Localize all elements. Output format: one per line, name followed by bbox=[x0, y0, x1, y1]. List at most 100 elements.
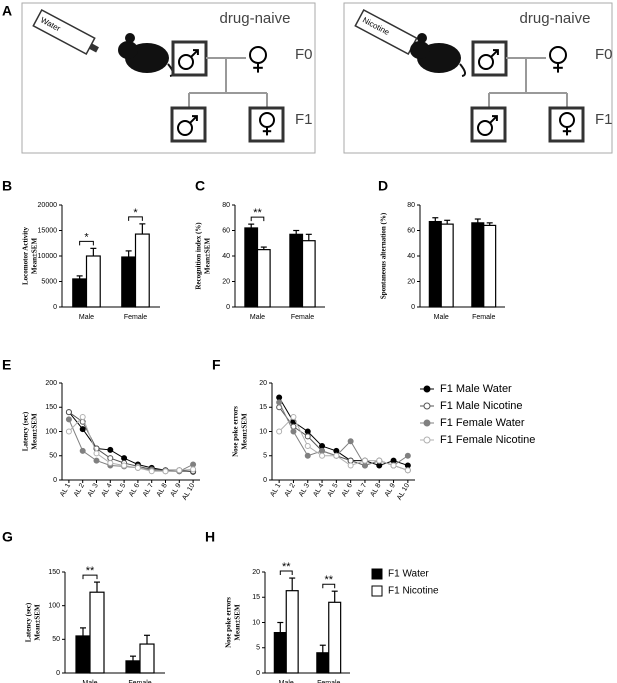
legend-marker bbox=[423, 385, 431, 393]
panel-label: D bbox=[378, 178, 388, 194]
point bbox=[290, 413, 297, 420]
male-symbol bbox=[193, 49, 199, 55]
significance-label: * bbox=[84, 231, 89, 243]
point bbox=[319, 452, 326, 459]
x-tick-label: AL 7 bbox=[355, 482, 368, 498]
y-axis-label: Mean±SEM bbox=[234, 604, 242, 641]
y-tick-label: 10 bbox=[259, 428, 267, 435]
sex-box bbox=[170, 106, 207, 143]
point bbox=[107, 446, 114, 453]
sex-box bbox=[171, 40, 208, 77]
x-tick-label: AL 2 bbox=[284, 482, 297, 498]
x-tick-label: AL 8 bbox=[156, 482, 169, 498]
x-tick-label: Male bbox=[79, 314, 94, 321]
y-tick-label: 200 bbox=[45, 380, 57, 387]
panel-label: B bbox=[2, 178, 12, 194]
sex-box bbox=[471, 40, 508, 77]
y-tick-label: 10 bbox=[252, 619, 260, 626]
y-tick-label: 100 bbox=[48, 603, 60, 610]
y-tick-label: 0 bbox=[53, 477, 57, 484]
bar bbox=[72, 278, 88, 308]
point bbox=[121, 455, 128, 462]
y-tick-label: 60 bbox=[407, 227, 415, 234]
point bbox=[93, 450, 100, 457]
significance-label: ** bbox=[86, 565, 95, 577]
female-symbol bbox=[259, 112, 275, 128]
legend-label: F1 Female Nicotine bbox=[440, 434, 535, 446]
y-axis-label: Nose poke errors bbox=[232, 406, 240, 457]
panel-label: F bbox=[212, 357, 221, 373]
point bbox=[404, 467, 411, 474]
y-tick-label: 10000 bbox=[38, 253, 58, 260]
y-tick-label: 80 bbox=[407, 202, 415, 209]
point bbox=[290, 428, 297, 435]
point bbox=[404, 452, 411, 459]
x-tick-label: AL 3 bbox=[298, 482, 311, 498]
y-axis-label: Mean±SEM bbox=[204, 238, 212, 275]
legend-swatch bbox=[371, 585, 383, 597]
x-tick-label: Male bbox=[279, 680, 294, 683]
mouse bbox=[118, 41, 138, 59]
x-tick-label: AL 1 bbox=[269, 482, 282, 498]
x-tick-label: Female bbox=[291, 314, 314, 321]
point bbox=[347, 438, 354, 445]
male-symbol bbox=[178, 54, 194, 70]
point bbox=[319, 443, 326, 450]
x-tick-label: Female bbox=[317, 680, 340, 683]
y-tick-label: 100 bbox=[45, 428, 57, 435]
point bbox=[361, 462, 368, 469]
male-symbol bbox=[489, 116, 497, 124]
point bbox=[134, 464, 141, 471]
legend-label: F1 Male Nicotine bbox=[440, 400, 523, 412]
bar bbox=[428, 220, 442, 308]
y-tick-label: 20 bbox=[407, 278, 415, 285]
bar bbox=[125, 660, 141, 674]
y-axis-label: Latency (sec) bbox=[25, 602, 33, 642]
legend-label: F1 Nicotine bbox=[388, 586, 439, 597]
mouse bbox=[417, 33, 427, 43]
significance-label: ** bbox=[282, 561, 291, 573]
y-axis-label: Spontaneous alternation (%) bbox=[380, 212, 388, 299]
x-tick-label: Female bbox=[124, 314, 147, 321]
generation-label: F1 bbox=[595, 111, 613, 128]
y-axis-label: Mean±SEM bbox=[31, 238, 39, 275]
y-axis-label: Mean±SEM bbox=[31, 413, 39, 450]
legend-label: F1 Male Water bbox=[440, 383, 512, 395]
female-symbol bbox=[549, 46, 567, 64]
y-tick-label: 15 bbox=[259, 404, 267, 411]
point bbox=[276, 428, 283, 435]
legend-marker bbox=[423, 419, 431, 427]
point bbox=[333, 447, 340, 454]
x-tick-label: AL 5 bbox=[114, 482, 127, 498]
x-tick-label: Male bbox=[82, 680, 97, 683]
panel-label: G bbox=[2, 529, 13, 545]
male-symbol bbox=[477, 120, 493, 136]
y-tick-label: 15000 bbox=[38, 227, 58, 234]
significance-label: * bbox=[133, 207, 138, 219]
point bbox=[190, 466, 197, 473]
significance-bracket bbox=[279, 570, 293, 576]
y-axis-label: Mean±SEM bbox=[241, 413, 249, 450]
diagram-label: drug-naive bbox=[520, 10, 591, 27]
sex-box bbox=[470, 106, 507, 143]
x-tick-label: AL 9 bbox=[169, 482, 182, 498]
bar bbox=[75, 635, 91, 674]
y-tick-label: 50 bbox=[52, 636, 60, 643]
point bbox=[190, 461, 197, 468]
y-tick-label: 150 bbox=[45, 404, 57, 411]
point bbox=[65, 416, 72, 423]
bar bbox=[483, 224, 497, 308]
x-tick-label: AL 4 bbox=[312, 482, 325, 498]
panel-label: A bbox=[2, 3, 12, 19]
significance-bracket bbox=[250, 216, 265, 222]
panel-label: C bbox=[195, 178, 205, 194]
legend-marker bbox=[423, 436, 431, 444]
female-symbol bbox=[249, 46, 267, 64]
mouse-tail bbox=[459, 63, 466, 77]
x-tick-label: AL 7 bbox=[142, 482, 155, 498]
point bbox=[162, 468, 169, 475]
y-tick-label: 80 bbox=[222, 202, 230, 209]
y-tick-label: 0 bbox=[53, 304, 57, 311]
bottle-cap bbox=[89, 43, 99, 53]
